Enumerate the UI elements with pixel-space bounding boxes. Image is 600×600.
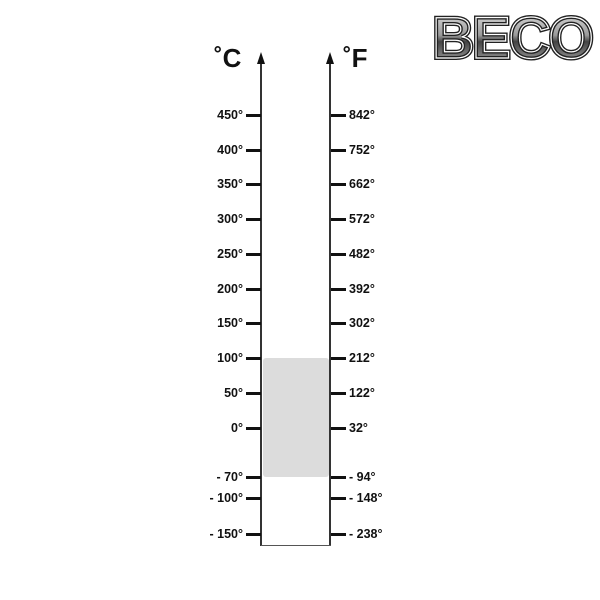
fahrenheit-tick bbox=[331, 533, 346, 536]
celsius-tick-label: 300° bbox=[217, 212, 243, 226]
celsius-tick bbox=[246, 253, 261, 256]
celsius-tick bbox=[246, 288, 261, 291]
fahrenheit-tick-label: 752° bbox=[349, 143, 375, 157]
celsius-tick bbox=[246, 149, 261, 152]
celsius-tick-label: 250° bbox=[217, 247, 243, 261]
fahrenheit-tick bbox=[331, 218, 346, 221]
fahrenheit-tick-label: 842° bbox=[349, 108, 375, 122]
fahrenheit-tick bbox=[331, 114, 346, 117]
fahrenheit-tick bbox=[331, 149, 346, 152]
celsius-tick bbox=[246, 497, 261, 500]
fahrenheit-tick bbox=[331, 357, 346, 360]
fahrenheit-tick bbox=[331, 322, 346, 325]
celsius-tick-label: 400° bbox=[217, 143, 243, 157]
celsius-tick bbox=[246, 218, 261, 221]
celsius-tick-label: - 70° bbox=[216, 470, 243, 484]
celsius-arrow-icon bbox=[257, 52, 265, 64]
fahrenheit-tick bbox=[331, 288, 346, 291]
fahrenheit-tick-label: - 94° bbox=[349, 470, 376, 484]
celsius-tick-label: - 100° bbox=[209, 491, 244, 505]
highlighted-temperature-range bbox=[263, 358, 329, 477]
celsius-tick bbox=[246, 322, 261, 325]
celsius-tick bbox=[246, 357, 261, 360]
fahrenheit-tick bbox=[331, 497, 346, 500]
svg-text:BECO: BECO bbox=[432, 6, 592, 66]
fahrenheit-tick-label: 662° bbox=[349, 177, 375, 191]
fahrenheit-tick-label: 572° bbox=[349, 212, 375, 226]
fahrenheit-tick-label: 302° bbox=[349, 316, 375, 330]
celsius-tick bbox=[246, 427, 261, 430]
celsius-tick-label: 150° bbox=[217, 316, 243, 330]
celsius-axis bbox=[260, 60, 262, 546]
celsius-tick bbox=[246, 392, 261, 395]
celsius-tick-label: - 150° bbox=[209, 527, 244, 541]
fahrenheit-tick-label: - 148° bbox=[349, 491, 383, 505]
celsius-tick-label: 100° bbox=[217, 351, 243, 365]
fahrenheit-tick-label: 212° bbox=[349, 351, 375, 365]
celsius-tick bbox=[246, 533, 261, 536]
fahrenheit-tick-label: 392° bbox=[349, 282, 375, 296]
fahrenheit-tick bbox=[331, 476, 346, 479]
fahrenheit-tick bbox=[331, 427, 346, 430]
fahrenheit-tick bbox=[331, 253, 346, 256]
celsius-tick bbox=[246, 183, 261, 186]
celsius-unit-label: ˚C bbox=[214, 43, 242, 73]
fahrenheit-tick-label: - 238° bbox=[349, 527, 383, 541]
fahrenheit-tick-label: 122° bbox=[349, 386, 375, 400]
fahrenheit-unit-label: ˚F bbox=[343, 43, 368, 73]
fahrenheit-tick-label: 482° bbox=[349, 247, 375, 261]
celsius-tick-label: 350° bbox=[217, 177, 243, 191]
celsius-tick-label: 200° bbox=[217, 282, 243, 296]
celsius-tick-label: 50° bbox=[224, 386, 243, 400]
celsius-tick-label: 0° bbox=[231, 421, 243, 435]
fahrenheit-axis bbox=[329, 60, 331, 546]
beco-logo: BECO BECO bbox=[430, 4, 595, 66]
fahrenheit-arrow-icon bbox=[326, 52, 334, 64]
fahrenheit-tick-label: 32° bbox=[349, 421, 368, 435]
fahrenheit-tick bbox=[331, 392, 346, 395]
celsius-tick bbox=[246, 476, 261, 479]
svg-text:BECO: BECO bbox=[432, 6, 592, 66]
celsius-tick-label: 450° bbox=[217, 108, 243, 122]
bottom-line bbox=[261, 545, 331, 546]
fahrenheit-tick bbox=[331, 183, 346, 186]
celsius-tick bbox=[246, 114, 261, 117]
